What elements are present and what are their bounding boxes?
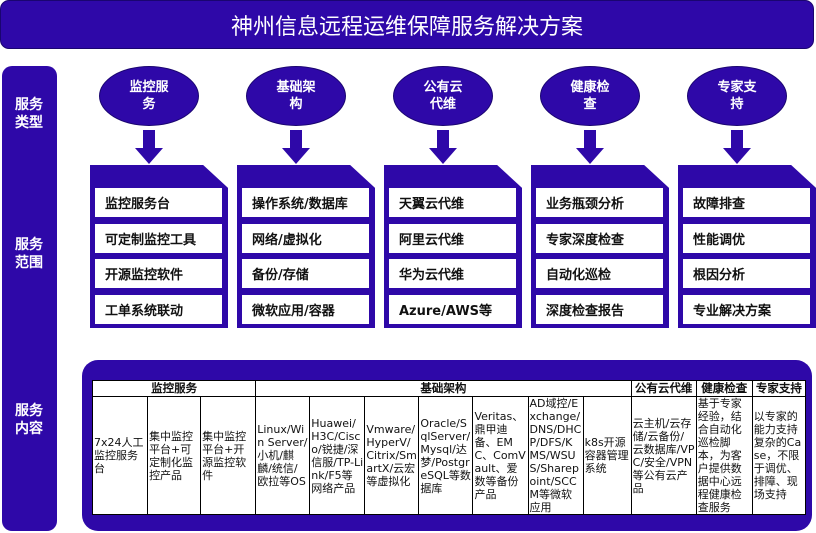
scope-item: 可定制监控工具 [95, 224, 222, 253]
scope-item: 监控服务台 [95, 188, 222, 217]
scope-item: 根因分析 [683, 259, 810, 288]
table-cell: k8s开源容器管理系统 [582, 396, 632, 515]
scope-item: 故障排查 [683, 188, 810, 217]
service-type-label: 基础架构 [276, 80, 316, 112]
scope-item: 业务瓶颈分析 [536, 188, 663, 217]
table-cell: AD域控/Exchange/DNS/DHCP/DFS/KMS/WSUS/Shar… [527, 396, 584, 515]
table-header-expert-support: 专家支持 [751, 380, 807, 397]
scope-item: 天翼云代维 [389, 188, 516, 217]
service-type-0: 监控服务 [99, 66, 199, 126]
service-type-label: 专家支持 [717, 80, 757, 112]
scope-item: Azure/AWS等 [389, 295, 516, 324]
table-cell: Vmware/HyperV/Citrix/SmartX/云宏等虚拟化 [364, 396, 420, 515]
scope-item: 工单系统联动 [95, 295, 222, 324]
table-header-infrastructure: 基础架构 [255, 380, 632, 397]
scope-item: 深度检查报告 [536, 295, 663, 324]
service-type-3: 健康检查 [540, 66, 640, 126]
service-type-label: 监控服务 [129, 80, 169, 112]
table-cell: Huawei/H3C/Cisco/锐捷/深信服/TP-Link/F5等网络产品 [309, 396, 366, 515]
service-type-2: 公有云代维 [393, 66, 493, 126]
scope-item: 开源监控软件 [95, 259, 222, 288]
scope-item: 阿里云代维 [389, 224, 516, 253]
service-scope-card: 故障排查性能调优根因分析专业解决方案 [678, 165, 816, 328]
scope-item: 华为云代维 [389, 259, 516, 288]
service-scope-card: 操作系统/数据库 网络/虚拟化 备份/存储微软应用/容器 [237, 165, 375, 328]
service-type-4: 专家支持 [687, 66, 787, 126]
scope-item: 自动化巡检 [536, 259, 663, 288]
table-header-public-cloud: 公有云代维 [630, 380, 697, 397]
service-type-1: 基础架构 [246, 66, 346, 126]
page-title: 神州信息远程运维保障服务解决方案 [0, 0, 814, 49]
side-label-type: 服务类型 [15, 97, 43, 131]
arrow-down-icon [723, 130, 751, 164]
table-row: 7x24人工监控服务台 集中监控平台+可定制化监控产品 集中监控平台+开源监控软件 L… [91, 396, 807, 515]
table-header-health-check: 健康检查 [695, 380, 753, 397]
scope-item: 专家深度检查 [536, 224, 663, 253]
table-cell: 基于专家经验，结合自动化巡检脚本，为客户提供数据中心远程健康检查服务 [695, 396, 753, 515]
table-cell: 云主机/云存储/云备份/云数据库/VPC/安全/VPN等公有云产品 [630, 396, 697, 515]
scope-item: 操作系统/数据库 [242, 188, 369, 217]
table-cell: Oracle/SqlServer/Mysql/达梦/PostgreSQL等数据库 [418, 396, 474, 515]
table-cell: Veritas、鼎甲迪备、EMC、ComVault、爱数等备份产品 [472, 396, 529, 515]
table-cell: Linux/Win Server/小机/麒麟/统信/欧拉等OS [255, 396, 311, 515]
table-cell: 集中监控平台+可定制化监控产品 [147, 396, 202, 515]
arrow-down-icon [282, 130, 310, 164]
service-content-table: 监控服务 基础架构 公有云代维 健康检查 专家支持 7x24人工监控服务台 集中监… [91, 380, 807, 515]
scope-item: 网络/虚拟化 [242, 224, 369, 253]
side-label-scope: 服务范围 [15, 237, 43, 271]
table-cell: 集中监控平台+开源监控软件 [200, 396, 257, 515]
service-scope-card: 业务瓶颈分析 专家深度检查 自动化巡检深度检查报告 [531, 165, 669, 328]
arrow-down-icon [576, 130, 604, 164]
scope-item: 专业解决方案 [683, 295, 810, 324]
side-label-content: 服务内容 [15, 403, 43, 437]
scope-item: 备份/存储 [242, 259, 369, 288]
service-scope-card: 监控服务台可定制监控工具 开源监控软件 工单系统联动 [90, 165, 228, 328]
sidebar: 服务类型 服务范围 服务内容 [2, 66, 57, 531]
table-header-monitoring: 监控服务 [91, 380, 257, 397]
arrow-down-icon [135, 130, 163, 164]
table-cell: 以专家的能力支持复杂的Case，不限于调优、排障、现场支持 [751, 396, 807, 515]
arrow-down-icon [429, 130, 457, 164]
scope-item: 性能调优 [683, 224, 810, 253]
scope-item: 微软应用/容器 [242, 295, 369, 324]
service-scope-card: 天翼云代维阿里云代维华为云代维 Azure/AWS等 [384, 165, 522, 328]
table-cell: 7x24人工监控服务台 [91, 396, 149, 515]
service-type-label: 公有云代维 [423, 80, 463, 112]
service-type-label: 健康检查 [570, 80, 610, 112]
